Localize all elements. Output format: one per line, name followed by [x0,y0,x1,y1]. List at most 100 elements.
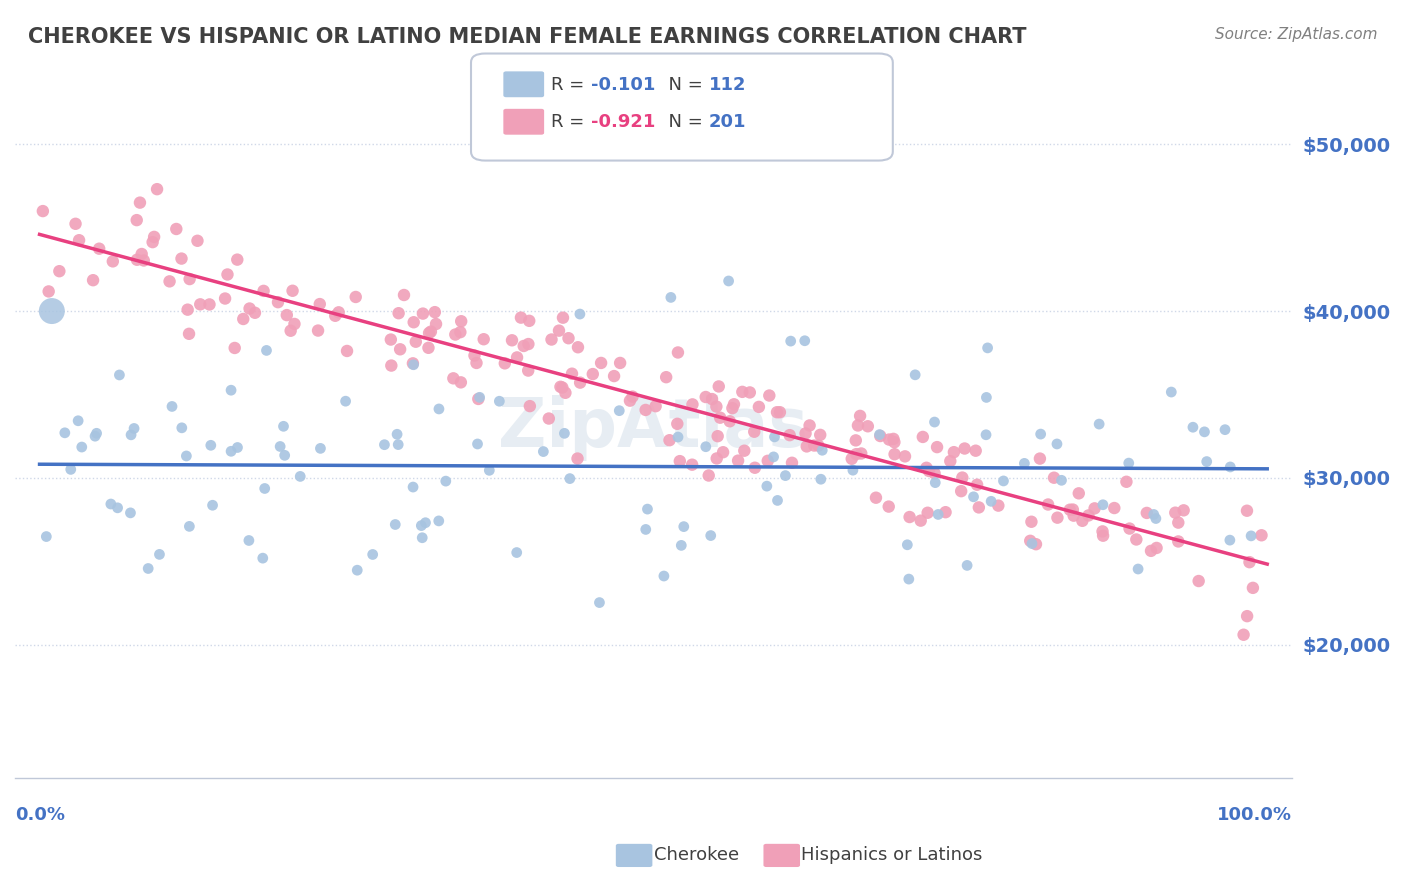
Point [962,490,984,504]
Point [217,268,239,282]
Point [849,409,872,423]
Point [65,217,87,231]
Point [1236,609,1258,624]
Point [419,325,441,339]
Point [569,376,592,390]
Point [1160,385,1182,400]
Point [967,500,990,515]
Point [176,302,198,317]
Point [238,533,260,548]
Point [402,356,425,370]
Point [917,506,939,520]
Point [803,438,825,452]
Point [707,379,730,393]
Point [434,474,457,488]
Point [361,548,384,562]
Point [107,500,129,515]
Point [165,222,187,236]
Point [551,310,574,325]
Point [924,415,946,429]
Text: N =: N = [657,113,709,131]
Point [927,508,949,522]
Point [763,430,786,444]
Point [132,253,155,268]
Point [214,292,236,306]
Point [1232,628,1254,642]
Point [935,505,957,519]
Point [405,334,427,349]
Point [1014,456,1036,470]
Point [567,451,589,466]
Point [550,380,572,394]
Point [779,334,801,348]
Point [478,463,501,477]
Point [412,307,434,321]
Point [269,440,291,454]
Text: 100.0%: 100.0% [1216,806,1292,824]
Point [170,252,193,266]
Point [706,400,728,414]
Point [418,326,440,340]
Point [380,359,402,373]
Point [418,341,440,355]
Point [1059,502,1081,516]
Point [335,394,357,409]
Point [706,429,728,443]
Point [131,247,153,261]
Point [1071,514,1094,528]
Point [243,306,266,320]
Point [742,425,765,439]
Point [450,376,472,390]
Point [1050,473,1073,487]
Point [35,530,58,544]
Point [671,538,693,552]
Text: CHEROKEE VS HISPANIC OR LATINO MEDIAN FEMALE EARNINGS CORRELATION CHART: CHEROKEE VS HISPANIC OR LATINO MEDIAN FE… [28,27,1026,46]
Point [607,403,630,417]
Point [568,307,591,321]
Point [655,370,678,384]
Point [706,451,728,466]
Point [603,369,626,384]
Point [897,572,920,586]
Point [239,301,262,316]
Text: R =: R = [551,113,591,131]
Point [882,432,904,446]
Point [1036,498,1059,512]
Point [915,460,938,475]
Point [1213,423,1236,437]
Point [769,405,792,419]
Point [711,445,734,459]
Point [82,273,104,287]
Point [84,429,107,443]
Point [756,454,779,468]
Point [1146,541,1168,555]
Point [738,385,761,400]
Point [129,195,152,210]
Point [198,297,221,311]
Text: 0.0%: 0.0% [15,806,65,824]
Point [276,308,298,322]
Point [811,443,834,458]
Point [41,304,63,318]
Point [120,506,142,520]
Point [950,470,973,484]
Point [38,285,60,299]
Point [939,454,962,468]
Point [846,418,869,433]
Point [1239,555,1261,569]
Point [669,454,692,468]
Point [1091,524,1114,539]
Point [1104,501,1126,516]
Point [748,400,770,414]
Point [591,356,613,370]
Point [807,439,830,453]
Text: ZipAtlas: ZipAtlas [498,395,808,461]
Point [666,345,689,359]
Point [392,288,415,302]
Point [67,233,90,247]
Point [733,443,755,458]
Point [389,343,412,357]
Point [766,493,789,508]
Point [186,234,208,248]
Point [721,401,744,416]
